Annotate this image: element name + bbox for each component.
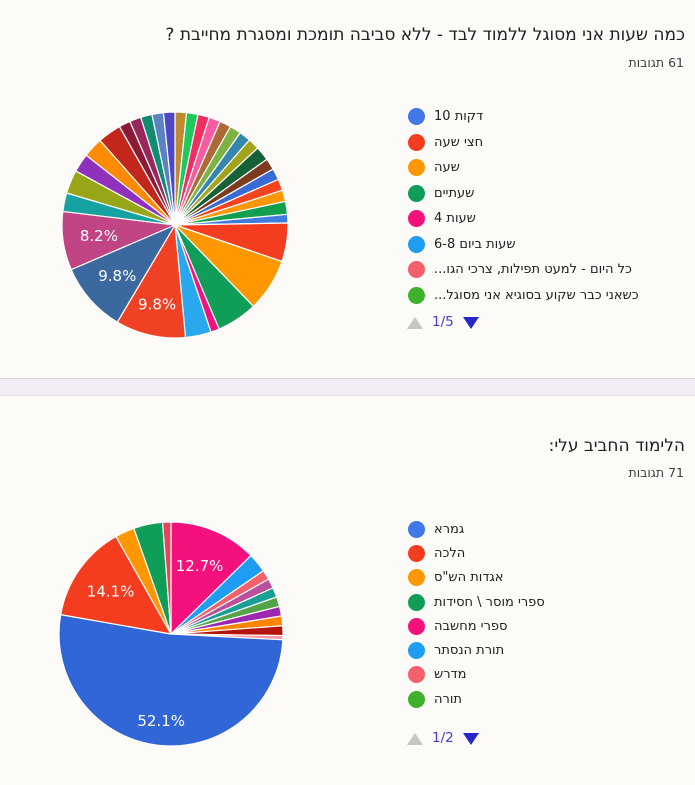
legend-page-indicator: 1/5 [432,314,454,330]
legend-swatch-icon [408,184,425,202]
pie-slice [60,535,172,635]
legend-item: ...כשאני כבר שקוע בסוגיא אני מסוגל [408,283,639,309]
slice-percent-label: 12.7% [176,557,224,575]
pie-slice [70,224,176,323]
legend-item: אגדות הש"ס [408,566,545,590]
section-divider [0,378,695,396]
legend-swatch-icon [408,235,425,253]
legend-label: אגדות הש"ס [434,570,504,586]
legend-item: הלכה [408,541,545,565]
legend-swatch-icon [408,133,425,151]
slice-percent-label: 14.1% [87,583,135,601]
legend-label: ספרי מוסר \ חסידות [434,594,545,610]
legend-swatch-icon [408,642,425,660]
legend-item: 4 שעות [408,206,639,232]
legend-page-indicator: 1/2 [432,730,454,746]
legend-item: 10 דקות [408,104,639,130]
question-card-favorite-study: הלימוד החביב עלי: 71 תגובות 12.7% 52.1% 14… [0,396,695,785]
pie-slice [161,521,172,635]
legend-item: 6-8 שעות ביום [408,232,639,258]
legend-label: ...כשאני כבר שקוע בסוגיא אני מסוגל [434,287,639,303]
legend-label: הלכה [434,545,466,561]
legend-item: שעתיים [408,181,639,207]
legend-item: ...כל היום - למעט תפילות, צרכי הגו [408,257,639,283]
pie-chart-hours: 9.8%9.8% 8.2% [61,111,289,339]
legend-swatch-icon [408,617,425,635]
pie-chart-favorite-study: 12.7% 52.1% 14.1% [58,521,284,747]
legend-swatch-icon [408,520,425,538]
legend-item: שעה [408,155,639,181]
legend-label: 6-8 שעות ביום [434,236,516,252]
legend-label: ספרי מחשבה [434,618,508,634]
legend-label: שעתיים [434,185,475,201]
legend-swatch-icon [408,286,425,304]
legend-item: תורה [408,687,545,711]
legend-pagination: 1/5 [407,314,479,330]
legend-label: גמרא [434,521,465,537]
legend-item: ספרי מחשבה [408,614,545,638]
legend-swatch-icon [408,690,425,708]
legend-label: מדרש [434,667,467,683]
responses-count: 71 תגובות [628,465,685,480]
slice-percent-label: 9.8% [138,296,176,314]
legend-item: חצי שעה [408,130,639,156]
legend-page-up-button[interactable] [407,732,423,745]
slice-percent-label: 9.8% [98,267,136,285]
legend-swatch-icon [408,261,425,279]
chart-legend: 10 דקות חצי שעה שעה שעתיים 4 שעות 6-8 שעות בי… [408,104,639,308]
responses-count: 61 תגובות [628,55,685,70]
legend-item: מדרש [408,663,545,687]
question-title: כמה שעות אני מסוגל ללמוד לבד - ללא סביבה… [165,25,685,46]
legend-item: גמרא [408,517,545,541]
legend-pagination: 1/2 [407,730,479,746]
legend-swatch-icon [408,569,425,587]
slice-percent-label: 8.2% [80,227,118,245]
slice-percent-label: 52.1% [137,712,185,730]
legend-label: שעה [434,160,460,176]
pie-slice [58,614,284,747]
legend-label: 10 דקות [434,109,484,125]
legend-item: ספרי מוסר \ חסידות [408,590,545,614]
legend-swatch-icon [408,544,425,562]
pie-slice [170,521,252,635]
legend-page-up-button[interactable] [407,316,423,329]
question-title: הלימוד החביב עלי: [548,436,685,457]
legend-label: תורת הנסתר [434,643,505,659]
pie-slice [116,224,187,339]
pie-slice [162,111,176,226]
legend-swatch-icon [408,210,425,228]
legend-swatch-icon [408,593,425,611]
legend-swatch-icon [408,666,425,684]
legend-item: תורת הנסתר [408,638,545,662]
legend-label: 4 שעות [434,211,476,227]
legend-swatch-icon [408,159,425,177]
legend-page-down-button[interactable] [462,732,479,745]
legend-page-down-button[interactable] [462,316,479,329]
legend-swatch-icon [408,108,425,126]
legend-label: תורה [434,691,462,707]
legend-label: חצי שעה [434,134,484,150]
chart-legend: גמרא הלכה אגדות הש"ס ספרי מוסר \ חסידות ספרי… [408,517,545,711]
question-card-hours: כמה שעות אני מסוגל ללמוד לבד - ללא סביבה… [0,0,695,378]
legend-label: ...כל היום - למעט תפילות, צרכי הגו [434,262,632,278]
